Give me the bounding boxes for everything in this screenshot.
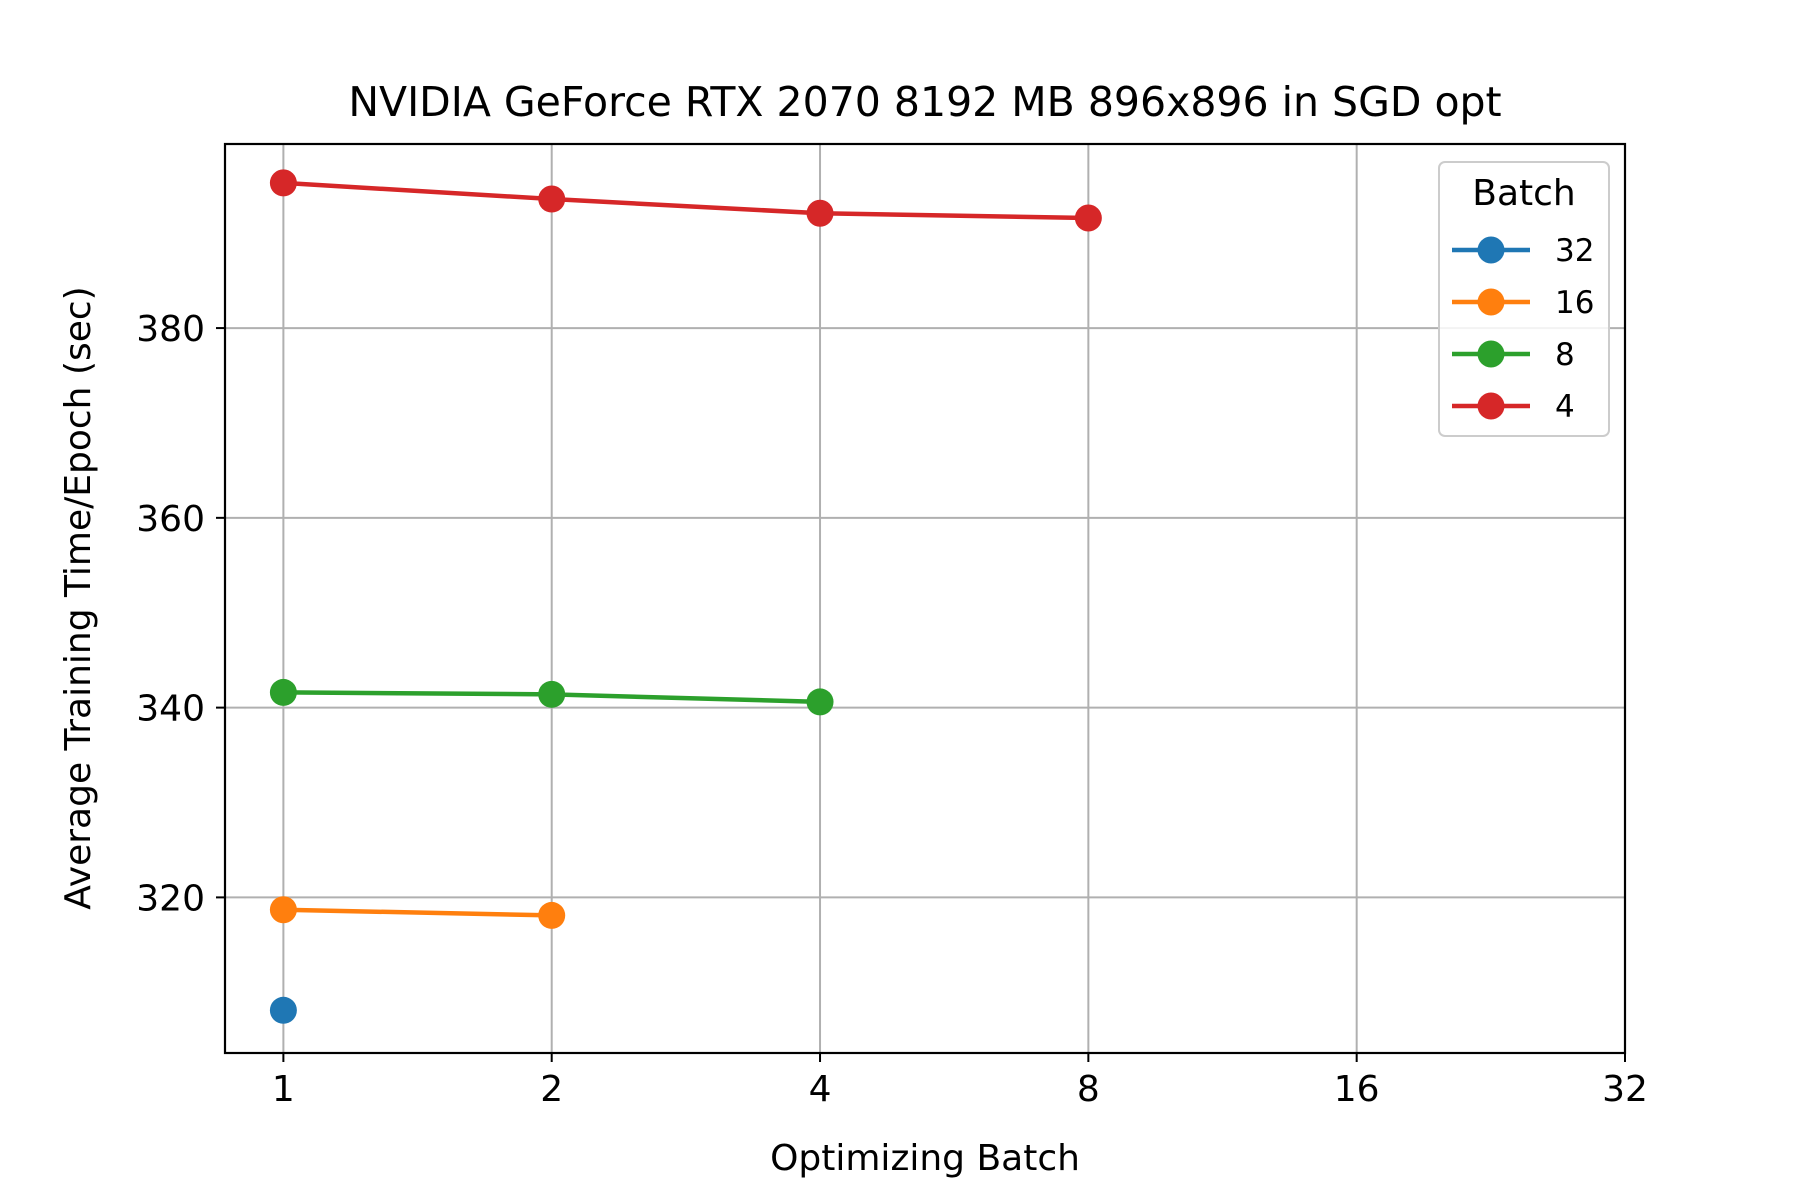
- legend-item: 32: [1452, 233, 1594, 269]
- x-axis-label: Optimizing Batch: [770, 1138, 1080, 1179]
- legend-label: 4: [1555, 389, 1575, 425]
- data-point: [269, 678, 297, 706]
- plot-frame: [223, 142, 1627, 1055]
- legend-marker: [1477, 340, 1505, 368]
- series-line: [283, 907, 552, 918]
- data-point: [806, 199, 834, 227]
- chart-title: NVIDIA GeForce RTX 2070 8192 MB 896x896 …: [348, 78, 1501, 126]
- legend-title: Batch: [1472, 173, 1575, 214]
- ticks: 1 2 4 8 16 32 320 340 360 380: [136, 309, 1648, 1110]
- x-tick-label: 4: [809, 1069, 832, 1110]
- legend-marker: [1477, 236, 1505, 264]
- series-layer: [269, 169, 1102, 1024]
- x-tick-label: 2: [540, 1069, 563, 1110]
- legend-marker: [1477, 392, 1505, 420]
- series-8: [269, 678, 834, 716]
- y-tick-label: 360: [136, 499, 205, 540]
- legend-box: [1438, 161, 1610, 437]
- series-line: [283, 180, 1089, 221]
- data-point: [538, 680, 566, 708]
- legend-label: 16: [1555, 285, 1594, 321]
- legend-item: 8: [1452, 337, 1575, 373]
- data-point: [538, 185, 566, 213]
- legend-marker: [1477, 288, 1505, 316]
- y-axis-label: Average Training Time/Epoch (sec): [58, 286, 99, 909]
- series-16: [269, 896, 566, 929]
- x-tick-label: 16: [1334, 1069, 1380, 1110]
- y-tick-label: 380: [136, 309, 205, 350]
- legend-items: 32 16 8 4: [1452, 233, 1594, 425]
- series-32: [269, 996, 297, 1024]
- data-point: [269, 169, 297, 197]
- series-4: [269, 169, 1102, 232]
- data-point: [1074, 204, 1102, 232]
- data-point: [806, 688, 834, 716]
- legend: Batch 32 16 8 4: [1438, 161, 1610, 437]
- data-point: [269, 896, 297, 924]
- x-tick-label: 8: [1077, 1069, 1100, 1110]
- legend-label: 8: [1555, 337, 1575, 373]
- legend-item: 4: [1452, 389, 1575, 425]
- y-tick-label: 320: [136, 878, 205, 919]
- legend-label: 32: [1555, 233, 1594, 269]
- data-point: [269, 996, 297, 1024]
- y-tick-label: 340: [136, 689, 205, 730]
- x-tick-label: 1: [272, 1069, 295, 1110]
- data-point: [538, 901, 566, 929]
- x-tick-label: 32: [1602, 1069, 1648, 1110]
- legend-item: 16: [1452, 285, 1594, 321]
- grid: [225, 144, 1626, 1053]
